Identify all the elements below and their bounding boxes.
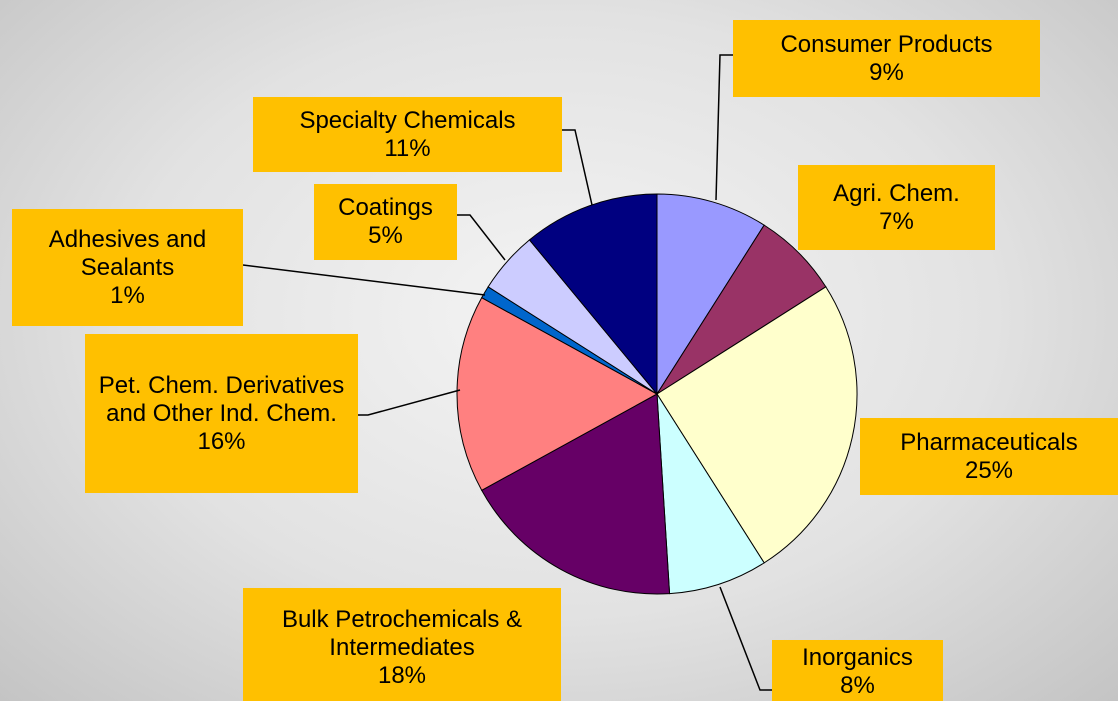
leader-line — [242, 264, 486, 296]
data-label: Consumer Products 9% — [733, 20, 1040, 97]
leader-line — [715, 54, 733, 201]
category-label: Bulk Petrochemicals & Intermediates — [281, 606, 523, 661]
category-label: Pharmaceuticals — [900, 428, 1078, 456]
pie-slice — [481, 393, 671, 595]
percent-label: 8% — [840, 672, 875, 699]
data-label: Adhesives and Sealants 1% — [12, 209, 243, 326]
data-label: Coatings 5% — [314, 184, 457, 260]
data-label: Bulk Petrochemicals & Intermediates 18% — [243, 588, 561, 701]
category-label: Adhesives and Sealants — [48, 225, 207, 281]
percent-label: 1% — [110, 281, 145, 309]
pie-slice — [656, 393, 765, 595]
percent-label: 18% — [377, 662, 427, 689]
category-label: Inorganics — [802, 644, 913, 671]
leader-line — [719, 586, 772, 691]
data-label: Inorganics 8% — [772, 640, 943, 701]
category-label: Coatings — [338, 194, 433, 221]
pie-slice — [456, 296, 659, 492]
data-label: Pet. Chem. Derivatives and Other Ind. Ch… — [85, 334, 358, 493]
pie-slice — [528, 193, 658, 396]
percent-label: 16% — [197, 427, 246, 455]
leader-line — [358, 389, 461, 416]
percent-label: 11% — [384, 134, 431, 162]
leader-line — [457, 214, 506, 261]
category-label: Pet. Chem. Derivatives and Other Ind. Ch… — [98, 371, 345, 427]
category-label: Consumer Products — [780, 30, 993, 58]
data-label: Agri. Chem. 7% — [798, 165, 995, 250]
percent-label: 7% — [879, 207, 914, 235]
leader-line — [562, 129, 593, 206]
category-label: Agri. Chem. — [833, 179, 960, 207]
pie-slice — [656, 286, 858, 564]
data-label: Pharmaceuticals 25% — [860, 418, 1118, 495]
percent-label: 25% — [964, 456, 1014, 484]
percent-label: 9% — [869, 58, 904, 86]
data-label: Specialty Chemicals 11% — [253, 97, 562, 172]
percent-label: 5% — [368, 222, 403, 249]
category-label: Specialty Chemicals — [299, 106, 516, 134]
pie-slice — [656, 193, 765, 396]
